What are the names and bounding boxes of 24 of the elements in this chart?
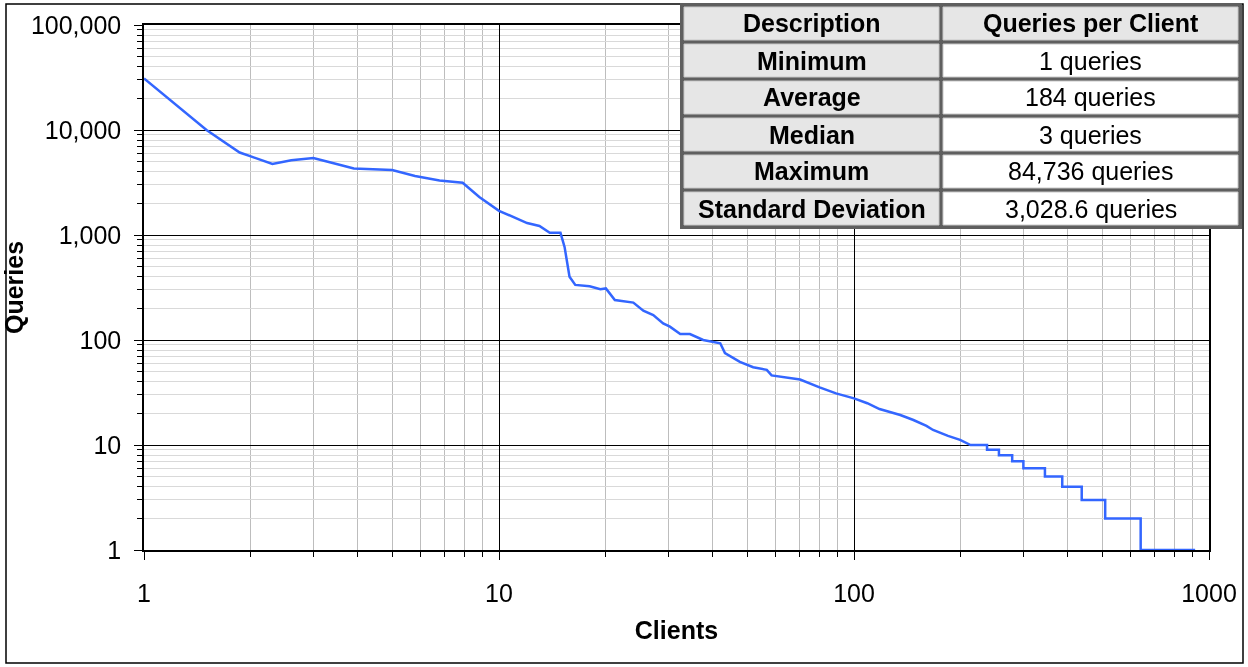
annotation: 184 queries: [1025, 83, 1156, 111]
y-tick-label: 10,000: [44, 115, 122, 144]
x-tick-label: 1: [137, 578, 151, 607]
y-tick-label: 100: [79, 325, 122, 354]
annotation: 1 queries: [1039, 47, 1142, 75]
y-tick-label: 10: [93, 430, 122, 459]
x-tick-label: 100: [833, 578, 875, 607]
y-tick-label: 100,000: [30, 10, 122, 39]
annotation: Maximum: [754, 157, 870, 185]
annotation: Median: [769, 121, 856, 149]
annotation: Standard Deviation: [698, 195, 926, 223]
x-tick-label: 1000: [1181, 578, 1237, 607]
y-tick-label: 1: [107, 535, 122, 564]
x-axis-title: Clients: [634, 616, 719, 645]
annotation: Average: [763, 83, 861, 111]
annotation: Queries per Client: [983, 9, 1200, 37]
y-tick-label: 1,000: [58, 220, 122, 249]
annotation: Description: [743, 9, 881, 37]
x-tick-label: 10: [485, 578, 513, 607]
annotation: Minimum: [757, 47, 867, 75]
y-axis-title: Queries: [0, 240, 28, 335]
annotation: 3 queries: [1039, 121, 1142, 149]
annotation: 84,736 queries: [1008, 157, 1174, 185]
annotation: 3,028.6 queries: [1005, 195, 1178, 223]
